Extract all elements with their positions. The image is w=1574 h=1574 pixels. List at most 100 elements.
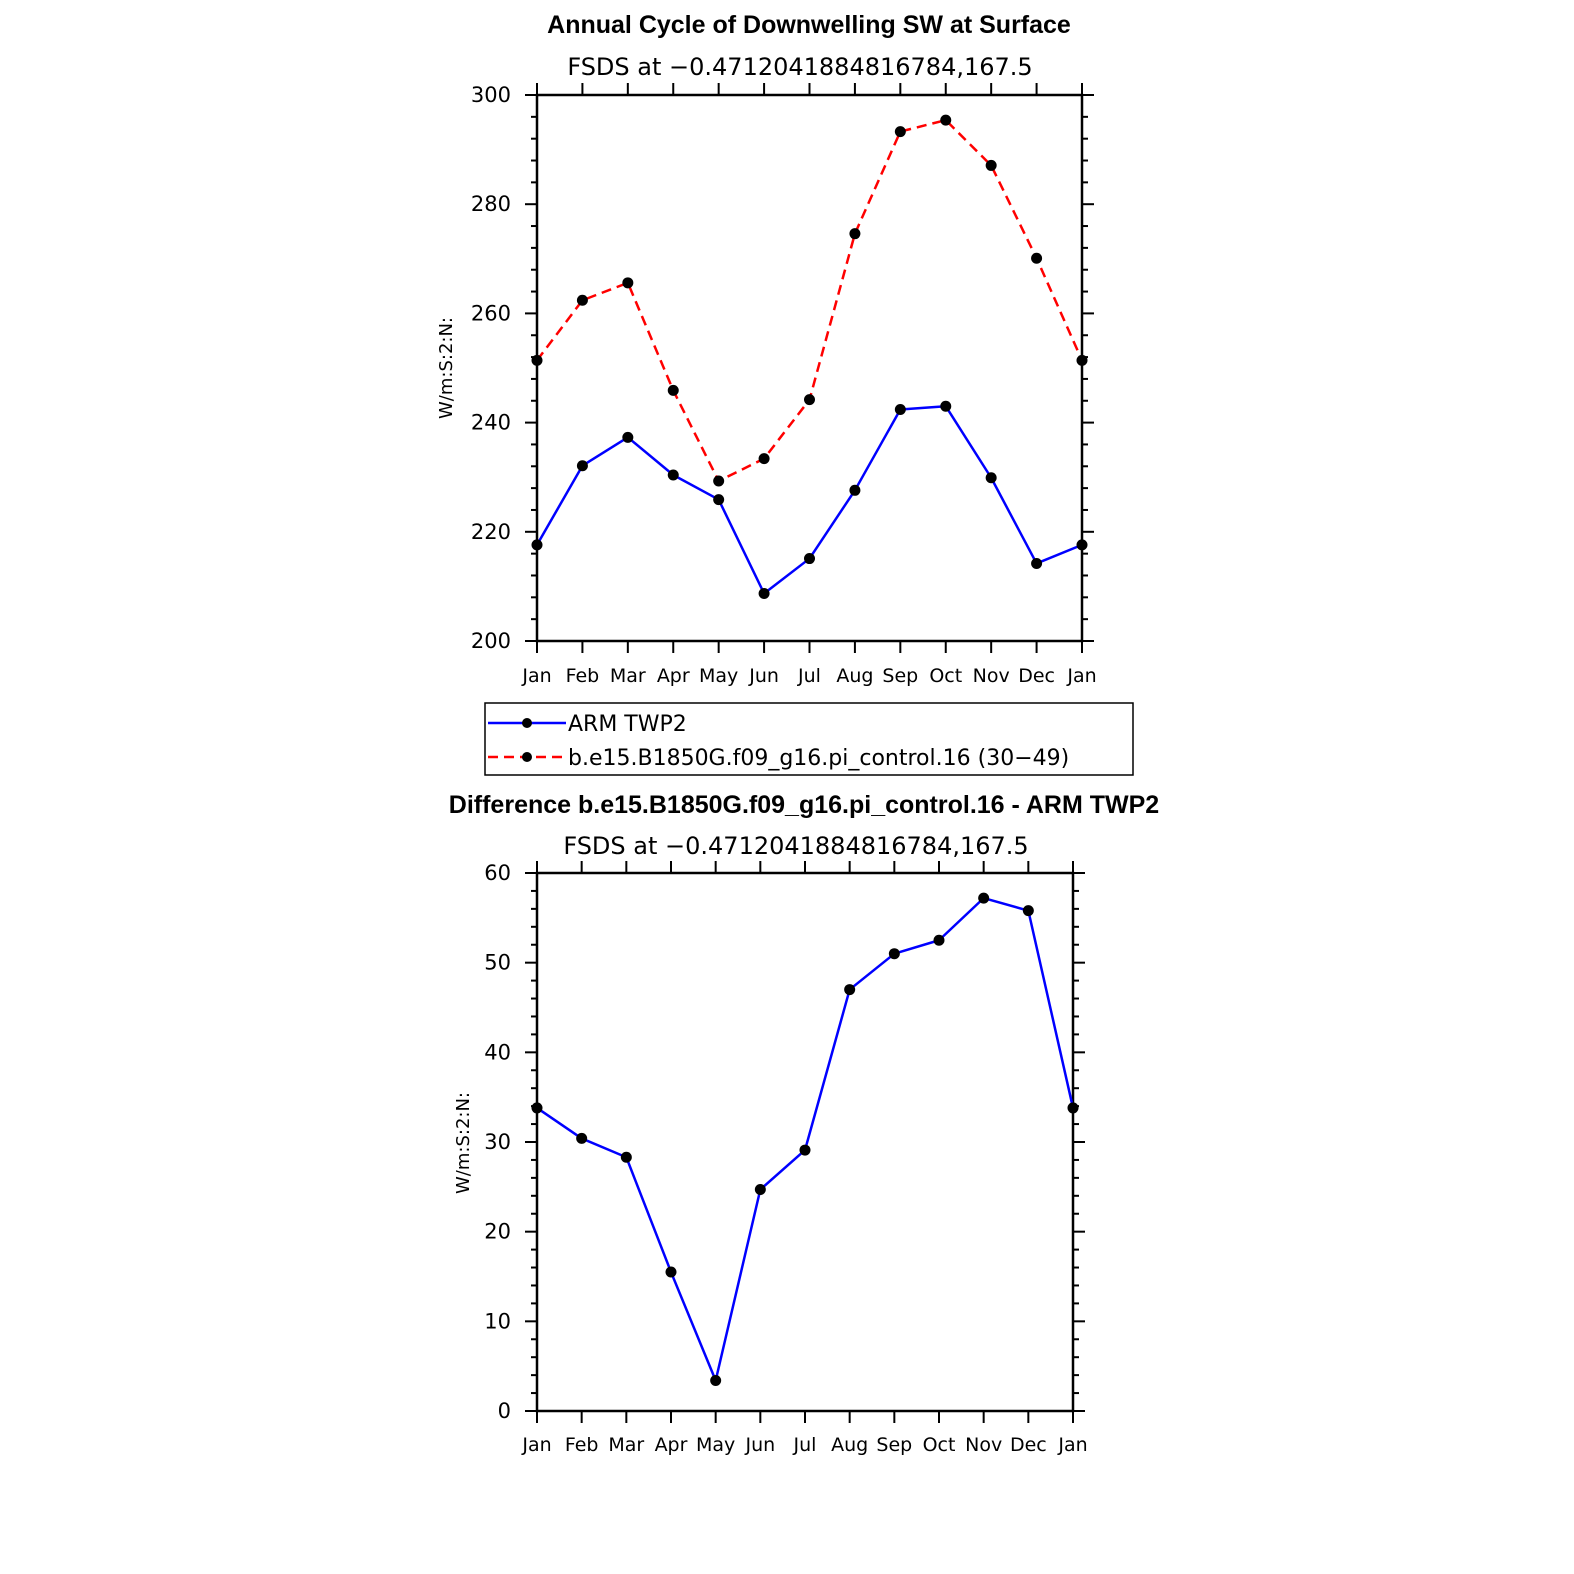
x-tick-label: Jan xyxy=(521,1434,551,1456)
data-point xyxy=(754,1184,766,1196)
x-tick-label: May xyxy=(699,665,738,687)
y-tick-label: 40 xyxy=(484,1040,511,1064)
data-point xyxy=(888,948,900,960)
data-point xyxy=(1022,905,1034,917)
y-tick-label: 280 xyxy=(471,192,511,216)
data-point xyxy=(713,475,725,487)
data-point xyxy=(620,1151,632,1163)
x-tick-label: Apr xyxy=(655,1434,688,1456)
data-point xyxy=(576,294,588,306)
x-tick-labels: Jan Feb Mar Apr May Jun Jul Aug Sep Oct Nov Dec Jan xyxy=(521,1434,1087,1456)
data-point xyxy=(804,394,815,406)
x-tick-label: May xyxy=(696,1434,735,1456)
x-tick-label: Jan xyxy=(1057,1434,1087,1456)
data-point xyxy=(985,472,997,484)
chart-annual-cycle: Annual Cycle of Downwelling SW at Surfac… xyxy=(436,11,1134,776)
data-point xyxy=(799,1144,811,1156)
x-tick-label: Jul xyxy=(793,1434,817,1456)
x-tick-label: Sep xyxy=(882,665,918,687)
legend-label-arm: ARM TWP2 xyxy=(568,712,687,737)
data-point xyxy=(985,159,997,171)
y-tick-label: 260 xyxy=(471,301,511,325)
chart-subtitle: FSDS at −0.4712041884816784,167.5 xyxy=(563,832,1028,860)
x-tick-label: Jan xyxy=(1066,665,1096,687)
y-tick-labels: 200 220 240 260 280 300 xyxy=(471,83,511,653)
data-point xyxy=(667,384,679,396)
y-tick-label: 220 xyxy=(471,520,511,544)
y-tick-label: 10 xyxy=(484,1309,511,1333)
data-point xyxy=(978,892,990,904)
x-tick-label: Dec xyxy=(1010,1434,1047,1456)
x-tick-label: Nov xyxy=(965,1434,1002,1456)
chart-title: Annual Cycle of Downwelling SW at Surfac… xyxy=(547,11,1071,39)
plot-frame xyxy=(535,871,1075,1413)
data-point xyxy=(710,1375,722,1387)
chart-subtitle: FSDS at −0.4712041884816784,167.5 xyxy=(567,53,1032,81)
y-tick-label: 240 xyxy=(471,411,511,435)
x-tick-label: Mar xyxy=(608,1434,644,1456)
plot-frame xyxy=(535,93,1084,643)
x-tick-label: Jul xyxy=(797,665,821,687)
data-point xyxy=(940,400,952,412)
data-point xyxy=(940,114,952,126)
data-point xyxy=(933,934,945,946)
legend-marker-model xyxy=(522,752,532,762)
data-point xyxy=(758,587,770,599)
chart-difference: Difference b.e15.B1850G.f09_g16.pi_contr… xyxy=(449,791,1159,1456)
data-point xyxy=(531,539,543,551)
x-tick-label: Mar xyxy=(610,665,646,687)
x-tick-label: Nov xyxy=(973,665,1010,687)
data-point xyxy=(844,984,856,996)
y-tick-label: 50 xyxy=(484,951,511,975)
x-tick-label: Dec xyxy=(1018,665,1055,687)
data-point xyxy=(667,469,679,481)
series-group xyxy=(531,114,1088,599)
x-tick-label: Jun xyxy=(744,1434,775,1456)
x-tick-label: Sep xyxy=(876,1434,912,1456)
data-point xyxy=(531,354,543,366)
y-tick-label: 0 xyxy=(498,1399,511,1423)
x-tick-label: Feb xyxy=(566,665,600,687)
data-point xyxy=(713,494,725,506)
data-point xyxy=(1031,252,1043,264)
x-tick-label: Aug xyxy=(836,665,873,687)
x-tick-label: Jan xyxy=(521,665,551,687)
data-point xyxy=(1076,539,1088,551)
x-tick-labels: Jan Feb Mar Apr May Jun Jul Aug Sep Oct Nov Dec Jan xyxy=(521,665,1096,687)
y-tick-label: 200 xyxy=(471,629,511,653)
data-point xyxy=(665,1266,677,1278)
legend-box xyxy=(484,702,1134,776)
x-tick-label: Apr xyxy=(657,665,690,687)
data-point xyxy=(804,553,815,565)
y-axis-label: W/m:S:2:N: xyxy=(436,317,457,419)
tick-marks xyxy=(525,861,1085,1423)
x-tick-label: Aug xyxy=(831,1434,868,1456)
series-line-1 xyxy=(536,118,1084,483)
y-tick-label: 60 xyxy=(484,861,511,885)
series-group xyxy=(531,892,1079,1387)
data-point xyxy=(849,228,861,240)
data-point xyxy=(1076,354,1088,366)
legend-marker-arm xyxy=(522,718,532,728)
data-point xyxy=(758,453,770,465)
y-axis-label: W/m:S:2:N: xyxy=(453,1092,474,1194)
series-line-0 xyxy=(535,404,1083,595)
data-point xyxy=(894,126,906,138)
y-tick-label: 20 xyxy=(484,1220,511,1244)
y-tick-label: 30 xyxy=(484,1130,511,1154)
series-line-0 xyxy=(536,896,1075,1382)
data-point xyxy=(894,403,906,415)
data-point xyxy=(576,460,588,472)
legend-label-model: b.e15.B1850G.f09_g16.pi_control.16 (30−4… xyxy=(568,746,1069,771)
x-tick-label: Feb xyxy=(565,1434,599,1456)
y-tick-label: 300 xyxy=(471,83,511,107)
data-point xyxy=(622,277,634,289)
chart-title: Difference b.e15.B1850G.f09_g16.pi_contr… xyxy=(449,791,1159,819)
x-tick-label: Jun xyxy=(748,665,779,687)
x-tick-label: Oct xyxy=(929,665,962,687)
data-point xyxy=(576,1132,588,1144)
legend: ARM TWP2 b.e15.B1850G.f09_g16.pi_control… xyxy=(484,702,1134,776)
data-point xyxy=(531,1102,543,1114)
x-tick-label: Oct xyxy=(923,1434,956,1456)
